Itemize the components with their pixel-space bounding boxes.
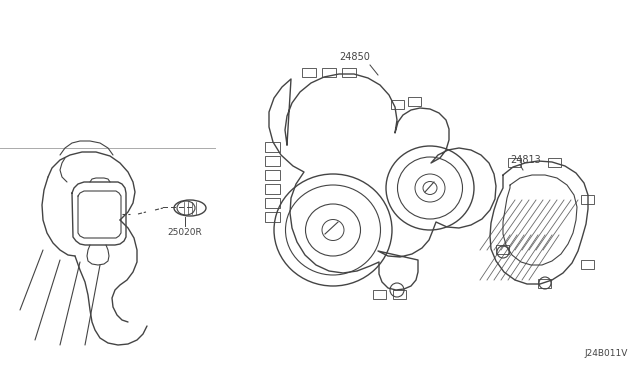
Text: 24813: 24813 bbox=[510, 155, 541, 165]
Text: 25020R: 25020R bbox=[168, 228, 202, 237]
Text: J24B011V: J24B011V bbox=[584, 349, 628, 358]
Text: 24850: 24850 bbox=[340, 52, 371, 62]
